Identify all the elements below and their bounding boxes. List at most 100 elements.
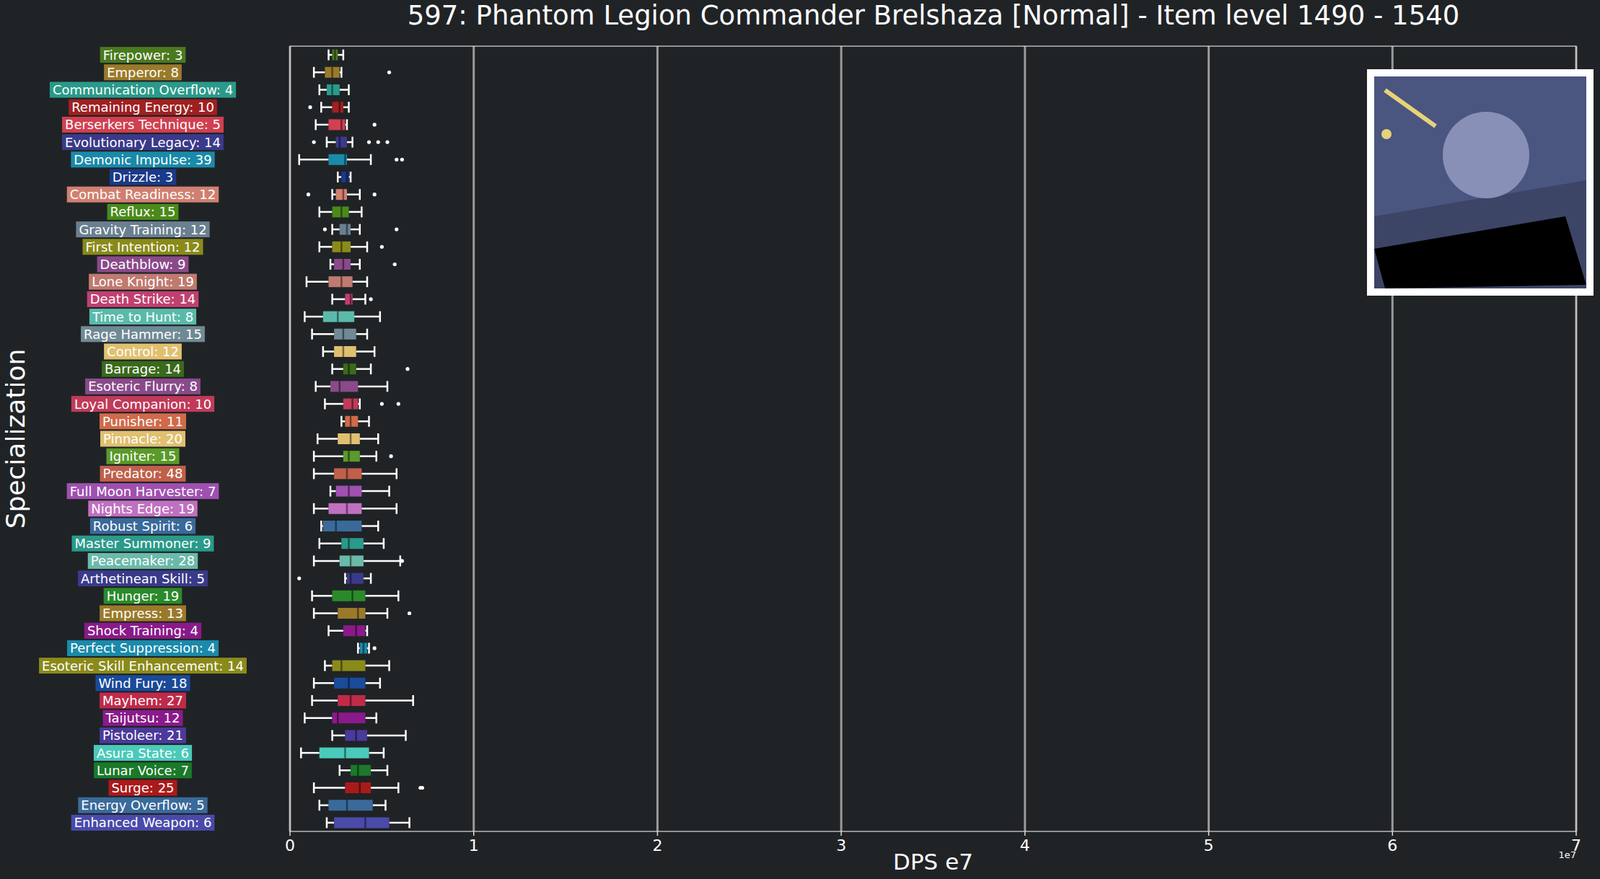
whisker-cap-low (318, 538, 322, 549)
box (333, 346, 357, 358)
category-label-group: Igniter: 15 (106, 448, 179, 465)
category-label-group: Death Strike: 14 (87, 291, 200, 308)
median (346, 224, 349, 236)
category-label-group: Empress: 13 (99, 605, 187, 622)
category-label: Drizzle: 3 (112, 169, 174, 185)
median (349, 293, 353, 305)
box (332, 590, 366, 602)
grid-line (1207, 46, 1210, 832)
category-label-group: Nights Edge: 19 (88, 500, 197, 517)
box (343, 625, 366, 637)
category-label: Time to Hunt: 8 (91, 309, 194, 325)
category-label-bg (97, 256, 189, 273)
box (344, 293, 353, 305)
whisker-cap-high (364, 293, 367, 305)
category-label-group: Enhanced Weapon: 6 (71, 815, 215, 832)
box-group (330, 486, 390, 498)
box-group (332, 730, 407, 741)
whisker-cap-high (395, 503, 398, 515)
whisker-high (356, 367, 371, 371)
category-label-bg (84, 623, 202, 640)
box-group (357, 642, 377, 654)
whisker-cap-low (313, 608, 316, 619)
whisker-cap-low (303, 311, 306, 323)
box (341, 538, 364, 549)
whisker-cap-low (357, 642, 360, 654)
whisker-high (365, 699, 413, 702)
whisker-cap-high (347, 101, 350, 113)
whisker-cap-high (351, 137, 354, 148)
whisker-cap-low (313, 503, 316, 515)
box (339, 555, 364, 567)
median (349, 555, 353, 567)
category-label-bg (103, 587, 183, 604)
category-label: Taijutsu: 12 (105, 710, 181, 726)
whisker-high (365, 682, 380, 685)
category-label-group: Berserkers Technique: 5 (62, 116, 224, 133)
median (339, 380, 342, 392)
outlier (368, 297, 373, 301)
category-label-group: Deathblow: 9 (97, 256, 189, 273)
box (328, 154, 347, 166)
portrait-sky (1374, 76, 1587, 217)
box-group (319, 538, 384, 549)
whisker-cap-low (313, 555, 316, 567)
whisker-cap-high (359, 188, 362, 200)
box-group (315, 380, 388, 392)
whisker-cap-high (397, 590, 400, 602)
portrait-comet (1385, 90, 1436, 127)
whisker-low (332, 228, 340, 231)
whisker-cap-low (339, 765, 342, 777)
box-group (313, 782, 425, 794)
median (336, 712, 340, 724)
category-label-group: Barrage: 14 (101, 361, 184, 378)
median (346, 171, 349, 183)
category-label: Esoteric Flurry: 8 (88, 378, 198, 394)
box (336, 137, 347, 148)
category-label-group: Mayhem: 27 (99, 693, 187, 710)
outlier (376, 140, 381, 145)
median (362, 642, 366, 654)
whisker-cap-low (331, 224, 334, 236)
outlier (400, 157, 404, 162)
whisker-low (313, 455, 344, 458)
category-label-bg (103, 710, 184, 727)
whisker-cap-low (327, 49, 330, 61)
whisker-low (326, 141, 337, 144)
category-label-group: Arthetinean Skill: 5 (77, 570, 208, 587)
category-label-bg (99, 605, 187, 622)
category-label-group: Pinnacle: 20 (100, 431, 186, 448)
whisker-high (372, 804, 386, 807)
category-label-group: Control: 12 (103, 344, 182, 360)
whisker-cap-high (370, 363, 373, 375)
category-label: Berserkers Technique: 5 (64, 116, 221, 133)
category-label: Esoteric Skill Enhancement: 14 (41, 658, 244, 674)
whisker-low (315, 385, 331, 389)
whisker-low (317, 437, 338, 441)
category-label-group: Lone Knight: 19 (88, 274, 197, 290)
whisker-cap-high (359, 224, 362, 236)
whisker-cap-low (314, 119, 317, 130)
box (328, 119, 345, 130)
median (344, 748, 347, 759)
category-label-bg (95, 675, 190, 692)
category-label-bg (100, 431, 186, 448)
whisker-cap-high (383, 748, 386, 759)
portrait-ship (1374, 216, 1587, 289)
category-label: Rage Hammer: 15 (83, 326, 202, 342)
category-label-group: Punisher: 11 (99, 413, 187, 430)
box (319, 748, 370, 759)
whisker-low (319, 804, 329, 807)
whisker-low (313, 787, 345, 790)
box (326, 84, 340, 96)
grid-line (1023, 46, 1026, 832)
median (347, 678, 350, 689)
whisker-low (319, 245, 333, 249)
category-label-group: Evolutionary Legacy: 14 (62, 134, 224, 151)
category-label-bg (107, 204, 179, 221)
category-label-group: Combat Readiness: 12 (67, 186, 220, 203)
whisker-high (350, 228, 360, 231)
box (333, 817, 389, 829)
tick-label: 2 (652, 836, 663, 855)
category-label: Punisher: 11 (102, 414, 184, 430)
